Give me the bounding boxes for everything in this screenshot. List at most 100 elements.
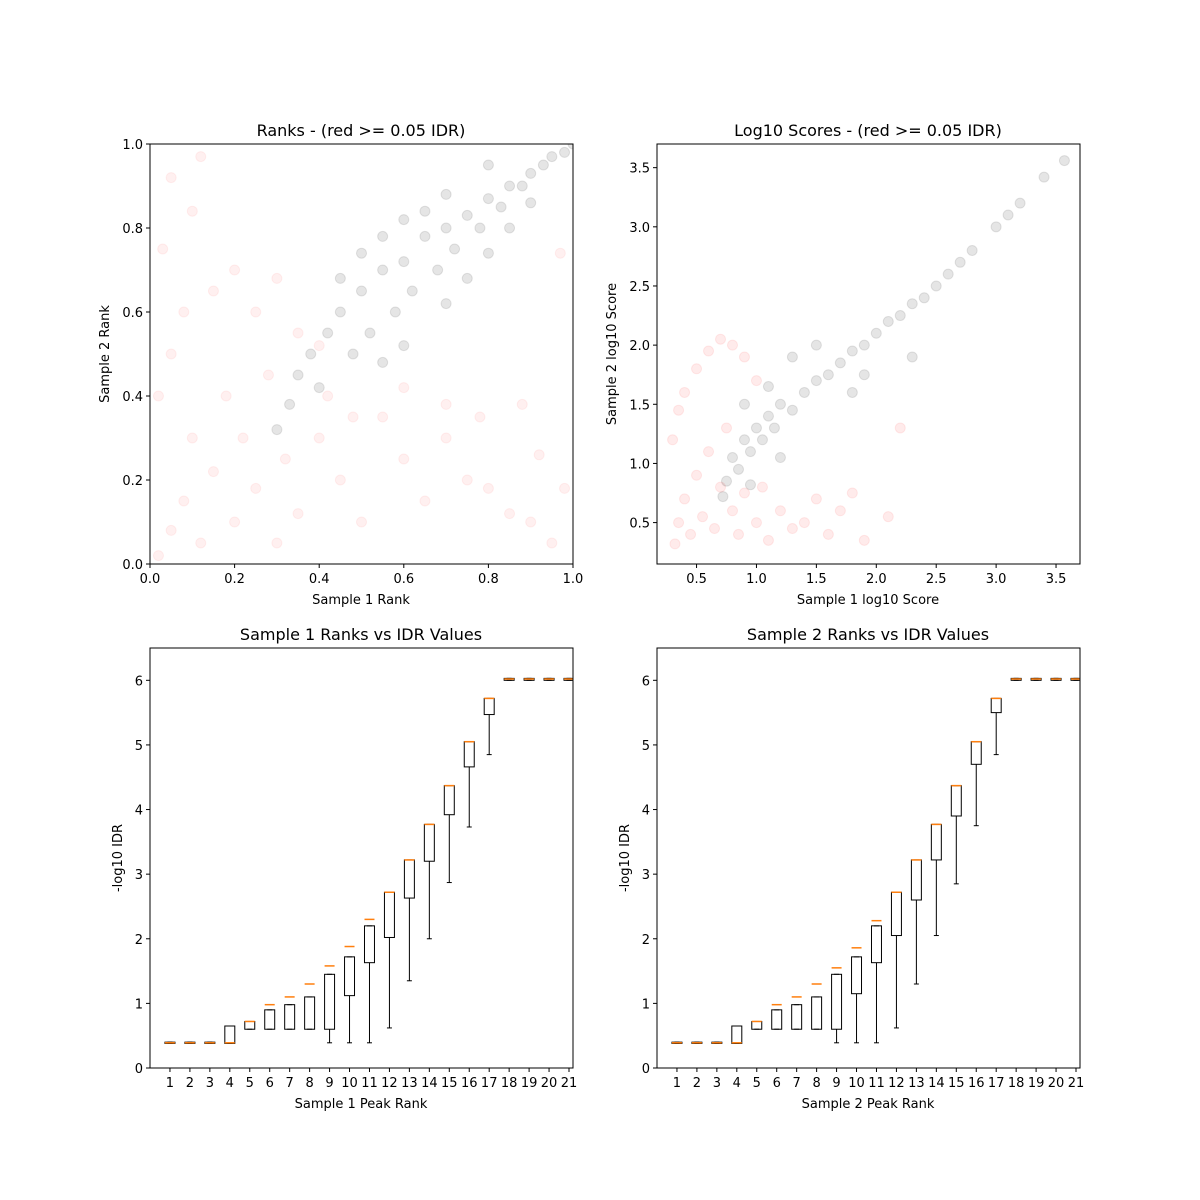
sample1-idr-box [304, 996, 316, 1030]
sample2-idr-y-tick-label: 2 [642, 933, 650, 948]
ranks-point [516, 180, 528, 192]
ranks-point [525, 167, 537, 179]
sample1-idr-x-tick-label: 10 [341, 1076, 358, 1091]
sample1-idr-x-tick-label: 8 [305, 1076, 313, 1091]
scores-point [846, 487, 858, 499]
ranks-y-tick-label: 0.4 [122, 390, 143, 405]
ranks-point [432, 264, 444, 276]
scores-y-tick-label: 1.5 [629, 398, 650, 413]
ranks-point [186, 432, 198, 444]
ranks-point [292, 327, 304, 339]
ranks-point [533, 449, 545, 461]
scores-point [715, 481, 727, 493]
scores-point [726, 452, 738, 464]
scores-point [685, 528, 697, 540]
sample1-idr-x-tick-label: 4 [226, 1076, 234, 1091]
scores-point [762, 381, 774, 393]
sample2-idr-box [771, 1009, 783, 1030]
scores-point [679, 386, 691, 398]
ranks-point [482, 247, 494, 259]
ranks-point [377, 356, 389, 368]
scores-y-tick-label: 2.5 [629, 280, 650, 295]
scores-point [738, 487, 750, 499]
sample2-idr-y-tick-label: 4 [642, 804, 650, 819]
scores-point [858, 534, 870, 546]
ranks-point [504, 222, 516, 234]
sample2-idr-x-tick-label: 1 [673, 1076, 681, 1091]
scores-point [738, 398, 750, 410]
scores-point [882, 511, 894, 523]
ranks-point [398, 214, 410, 226]
ranks-point [347, 411, 359, 423]
scores-point [726, 339, 738, 351]
sample2-idr-box [870, 925, 882, 964]
ranks-point [398, 382, 410, 394]
scores-x-tick-label: 3.0 [986, 572, 1007, 587]
ranks-point [474, 411, 486, 423]
ranks-point [322, 327, 334, 339]
ranks-point [313, 340, 325, 352]
scores-point [750, 422, 762, 434]
ranks-point [440, 222, 452, 234]
scores-plot-frame [656, 143, 1081, 565]
sample1-idr-x-tick-label: 16 [461, 1076, 478, 1091]
ranks-point [250, 482, 262, 494]
ranks-point [250, 306, 262, 318]
sample2-idr-x-tick-label: 13 [908, 1076, 925, 1091]
scores-point [774, 452, 786, 464]
ranks-point [419, 495, 431, 507]
scores-point [774, 505, 786, 517]
ranks-point [284, 398, 296, 410]
scores-point [882, 315, 894, 327]
sample1-idr-x-tick-label: 6 [266, 1076, 274, 1091]
ranks-point [364, 327, 376, 339]
sample2-idr-x-tick-label: 5 [753, 1076, 761, 1091]
scores-point [709, 523, 721, 535]
ranks-point [271, 424, 283, 436]
sample1-idr-box [264, 1009, 276, 1030]
scores-point [721, 422, 733, 434]
ranks-point [262, 369, 274, 381]
sample1-idr-x-tick-label: 5 [246, 1076, 254, 1091]
sample2-idr-x-tick-label: 17 [988, 1076, 1005, 1091]
ranks-x-tick-label: 1.0 [563, 572, 584, 587]
ranks-x-tick-label: 0.0 [140, 572, 161, 587]
sample1-idr-panel: 1 2 3 4 5 6 7 8 9 10 11 12 13 14 15 16 17 18 19 20 210123456… [111, 625, 577, 1112]
scores-point [732, 463, 744, 475]
ranks-point [334, 306, 346, 318]
scores-point [870, 327, 882, 339]
sample1-idr-x-tick-label: 7 [286, 1076, 294, 1091]
scores-point [679, 493, 691, 505]
sample1-idr-x-tick-label: 17 [481, 1076, 498, 1091]
sample1-idr-x-tick-label: 19 [521, 1076, 538, 1091]
ranks-point [157, 243, 169, 255]
scores-point [798, 517, 810, 529]
scores-y-tick-label: 3.5 [629, 162, 650, 177]
ranks-point [482, 193, 494, 205]
sample2-idr-x-tick-label: 20 [1048, 1076, 1065, 1091]
ranks-point [474, 222, 486, 234]
sample1-idr-y-tick-label: 3 [135, 868, 143, 883]
ranks-point [398, 340, 410, 352]
scores-point [673, 404, 685, 416]
ranks-point [237, 432, 249, 444]
ranks-point [165, 172, 177, 184]
scores-x-tick-label: 2.0 [866, 572, 887, 587]
sample2-idr-panel: 1 2 3 4 5 6 7 8 9 10 11 12 13 14 15 16 17 18 19 20 210123456… [618, 625, 1084, 1112]
sample1-idr-box [284, 1004, 296, 1030]
sample2-idr-y-tick-label: 1 [642, 997, 650, 1012]
scores-point [762, 410, 774, 422]
scores-point [762, 534, 774, 546]
ranks-point [195, 537, 207, 549]
scores-point [966, 244, 978, 256]
scores-point [990, 221, 1002, 233]
scores-point [858, 369, 870, 381]
sample2-idr-x-tick-label: 21 [1068, 1076, 1085, 1091]
ranks-point [279, 453, 291, 465]
scores-point [774, 398, 786, 410]
scores-point [894, 310, 906, 322]
sample2-idr-x-tick-label: 11 [868, 1076, 885, 1091]
sample2-idr-x-tick-label: 8 [812, 1076, 820, 1091]
sample2-idr-box [831, 973, 843, 1030]
ranks-point [334, 272, 346, 284]
